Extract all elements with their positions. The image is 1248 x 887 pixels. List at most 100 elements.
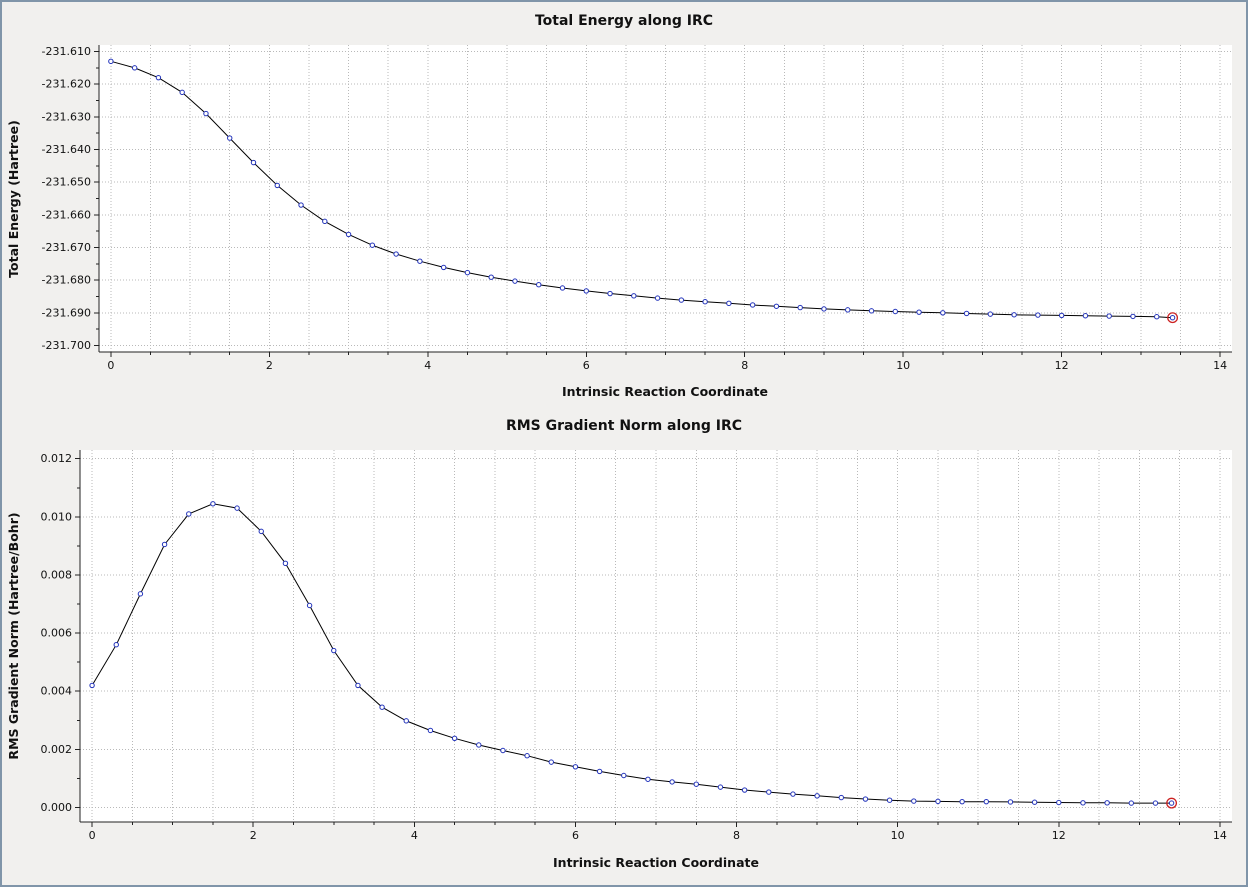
data-point — [654, 295, 661, 301]
data-point — [845, 307, 851, 313]
data-point — [298, 202, 304, 208]
data-point — [911, 798, 917, 804]
y-tick-label: 0.004 — [41, 685, 73, 698]
data-point — [203, 110, 209, 117]
data-point — [1128, 800, 1135, 806]
y-tick-label: -231.660 — [42, 208, 91, 221]
x-tick-label: 12 — [1055, 359, 1069, 372]
total-energy-chart-panel: 0 2 4 6 8 10 12 14 -231.610 -231.620 -231.630 -231.… — [2, 2, 1246, 407]
x-tick-label: 6 — [572, 829, 579, 842]
data-point — [607, 290, 613, 297]
x-tick-label: 4 — [424, 359, 431, 372]
x-tick-label: 8 — [733, 829, 740, 842]
data-point — [464, 269, 471, 276]
x-tick-label: 2 — [250, 829, 257, 842]
x-tick-label: 14 — [1213, 359, 1227, 372]
chart-title: RMS Gradient Norm along IRC — [506, 418, 742, 434]
data-point — [403, 718, 409, 724]
data-point — [916, 309, 922, 315]
y-tick-label: -231.630 — [42, 110, 91, 123]
data-point — [89, 682, 95, 689]
data-point — [1058, 312, 1065, 319]
data-point — [821, 306, 827, 312]
data-point — [987, 311, 994, 317]
y-tick-label: 0.006 — [41, 627, 73, 640]
data-point — [572, 764, 579, 770]
data-point — [210, 501, 216, 507]
data-point — [476, 742, 482, 748]
y-axis-label: RMS Gradient Norm (Hartree/Bohr) — [6, 512, 21, 759]
x-tick-label: 4 — [411, 829, 418, 842]
plot-area: 0 2 4 6 8 10 12 14 -231.610 -231.620 -231.630 -231.… — [42, 45, 1232, 372]
data-point — [179, 89, 185, 96]
data-point — [427, 727, 434, 734]
x-tick-label: 2 — [266, 359, 273, 372]
data-point — [1106, 313, 1112, 319]
data-point — [369, 242, 376, 248]
y-tick-label: -231.620 — [42, 78, 91, 91]
x-tick-label: 8 — [741, 359, 748, 372]
data-point — [1154, 314, 1160, 320]
y-tick-label: 0.000 — [41, 801, 73, 814]
data-point — [113, 642, 119, 648]
data-point — [838, 794, 844, 801]
data-point — [274, 182, 280, 189]
data-point — [814, 793, 820, 799]
data-point — [512, 278, 518, 284]
data-point — [137, 591, 144, 597]
data-point — [749, 302, 756, 308]
data-point — [306, 602, 313, 609]
rms-gradient-chart-panel: 0 2 4 6 8 10 12 14 0.012 0.010 0.008 0.006 0.004 0.00… — [2, 407, 1246, 885]
data-point — [322, 218, 328, 225]
y-tick-label: -231.670 — [42, 241, 91, 254]
data-point — [417, 258, 423, 264]
data-point — [1130, 313, 1136, 320]
x-tick-label: 0 — [89, 829, 96, 842]
y-tick-label: -231.700 — [42, 339, 91, 352]
y-tick-label: 0.012 — [41, 452, 73, 465]
data-point — [227, 135, 233, 141]
data-point — [766, 789, 772, 795]
data-point — [717, 784, 724, 790]
data-point — [559, 285, 566, 291]
x-tick-label: 12 — [1052, 829, 1066, 842]
data-point — [1035, 312, 1041, 318]
y-tick-label: -231.610 — [42, 45, 91, 58]
data-point — [155, 74, 162, 81]
data-point — [488, 274, 494, 280]
data-point — [1152, 800, 1159, 806]
x-tick-label: 6 — [583, 359, 590, 372]
x-tick-label: 10 — [896, 359, 910, 372]
series-line — [91, 503, 1172, 804]
data-point — [940, 310, 946, 316]
data-point — [702, 299, 708, 305]
chart-title: Total Energy along IRC — [535, 13, 713, 29]
data-point — [741, 787, 748, 793]
x-tick-label: 10 — [891, 829, 905, 842]
data-point — [983, 798, 989, 805]
data-point — [790, 791, 796, 797]
data-point — [282, 560, 289, 567]
data-point — [500, 747, 506, 754]
y-axis-label: Total Energy (Hartree) — [6, 120, 21, 278]
data-point — [1082, 313, 1089, 319]
data-point — [892, 308, 898, 315]
data-point — [868, 308, 875, 314]
data-point — [108, 58, 114, 65]
data-point — [1011, 312, 1017, 318]
y-tick-label: -231.640 — [42, 143, 91, 156]
total-energy-chart: 0 2 4 6 8 10 12 14 -231.610 -231.620 -231.630 -231.… — [6, 13, 1232, 399]
final-point-highlight — [1167, 312, 1179, 324]
data-point — [393, 251, 399, 257]
data-point — [331, 647, 337, 654]
data-point — [797, 304, 803, 311]
data-point — [131, 65, 138, 71]
data-point — [1056, 799, 1062, 806]
data-point — [726, 300, 732, 307]
data-point — [886, 797, 893, 803]
data-point — [345, 231, 352, 238]
data-point — [1169, 315, 1176, 321]
data-point — [862, 796, 869, 802]
data-point — [959, 798, 965, 805]
